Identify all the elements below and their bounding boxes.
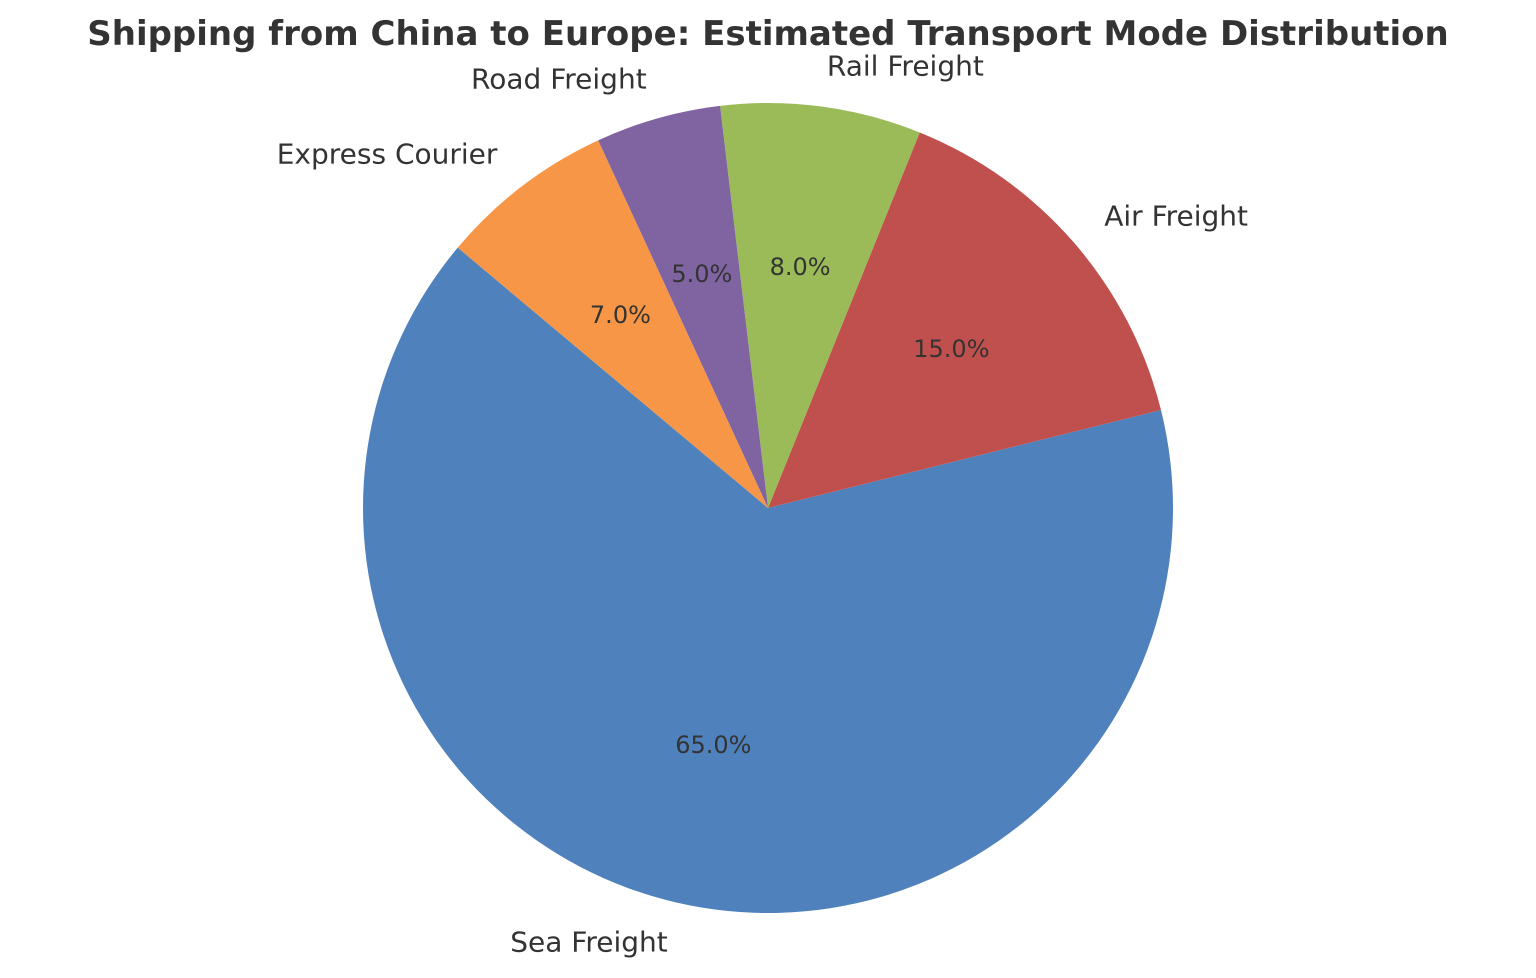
slice-label-rail-freight: Rail Freight — [826, 49, 984, 83]
slice-label-express-courier: Express Courier — [276, 137, 498, 171]
slice-label-air-freight: Air Freight — [1104, 199, 1249, 233]
chart-title: Shipping from China to Europe: Estimated… — [87, 14, 1449, 54]
pie-slice-rail-freight — [720, 102, 920, 508]
slice-percent-rail-freight: 8.0% — [769, 253, 831, 282]
pie-slice-sea-freight — [363, 247, 1174, 913]
slice-label-road-freight: Road Freight — [471, 62, 647, 96]
pie-slice-air-freight — [768, 132, 1161, 508]
slice-label-sea-freight: Sea Freight — [510, 925, 668, 959]
slice-percent-air-freight: 15.0% — [913, 334, 990, 363]
pie-slice-road-freight — [598, 105, 768, 508]
slice-percent-road-freight: 5.0% — [671, 260, 733, 289]
pie-slice-express-courier — [457, 140, 768, 508]
slice-percent-sea-freight: 65.0% — [675, 730, 752, 759]
slice-percent-express-courier: 7.0% — [589, 300, 651, 329]
